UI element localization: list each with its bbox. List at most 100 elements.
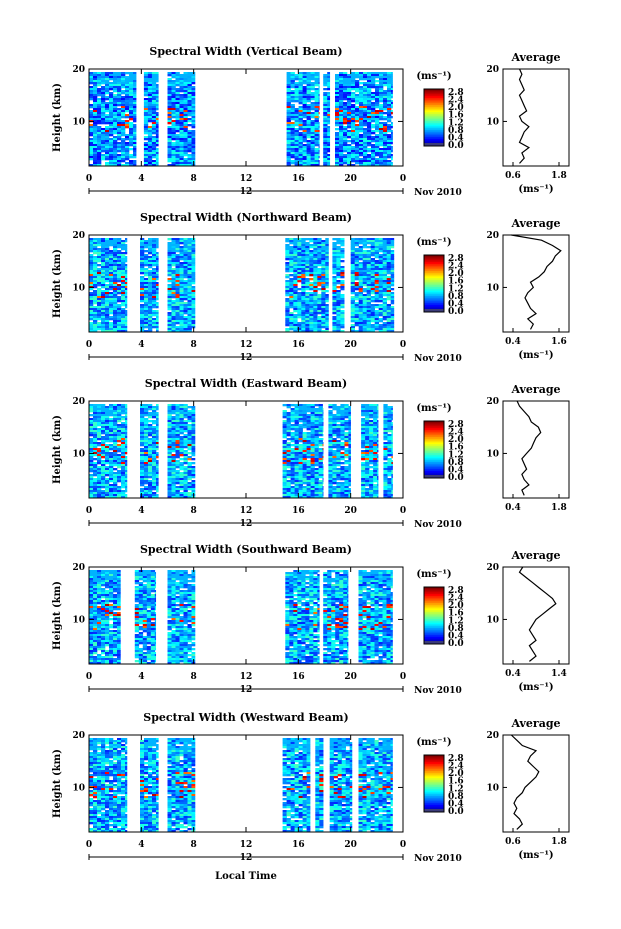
heatmap-cell [121,72,126,75]
heatmap-cell [351,76,356,79]
heatmap-cell [151,100,157,103]
heatmap-cell [289,262,294,265]
heatmap-cell [354,282,359,285]
heatmap-cell [93,450,98,453]
heatmap-cell [391,92,393,95]
heatmap-cell [105,412,110,415]
heatmap-cell [105,312,110,315]
heatmap-cell [285,304,290,307]
heatmap-cell [289,290,294,293]
heatmap-cell [171,270,176,273]
heatmap-cell [290,90,295,93]
heatmap-cell [387,76,392,79]
heatmap-cell [105,482,110,485]
heatmap-cell [351,82,356,85]
heatmap-cell [294,108,299,111]
heatmap-cell [343,132,348,135]
heatmap-cell [383,96,388,99]
heatmap-cell [143,98,149,101]
heatmap-cell [323,122,328,125]
heatmap-cell [171,250,176,253]
colorbar-segment [424,117,444,120]
heatmap-cell [306,80,311,83]
heatmap-cell [148,242,153,245]
heatmap-cell [343,116,348,119]
heatmap-cell [89,156,94,159]
heatmap-cell [285,270,290,273]
heatmap-cell [125,106,130,109]
heatmap-cell [390,276,395,279]
heatmap-cell [117,322,122,325]
heatmap-cell [101,300,106,303]
heatmap-cell [332,258,337,261]
heatmap-cell [366,264,371,267]
heatmap-cell [148,320,153,323]
heatmap-cell [125,274,128,277]
heatmap-cell [379,150,384,153]
heatmap-cell [175,88,180,91]
heatmap-cell [289,278,294,281]
heatmap-cell [358,312,363,315]
heatmap-cell [358,240,363,243]
heatmap-cell [151,82,157,85]
heatmap-cell [113,74,118,77]
heatmap-cell [109,326,114,329]
heatmap-cell [109,486,114,489]
heatmap-cell [117,108,122,111]
heatmap-cell [366,260,371,263]
heatmap-cell [152,280,157,283]
average-frame [502,68,570,167]
heatmap-cell [167,298,172,301]
heatmap-cell [179,110,184,113]
heatmap-cell [386,278,391,281]
heatmap-cell [187,82,192,85]
heatmap-cell [343,110,348,113]
heatmap-cell [167,72,172,75]
heatmap-cell [117,426,122,429]
heatmap-cell [117,272,122,275]
heatmap-cell [191,78,196,81]
heatmap-cell [179,112,184,115]
heatmap-cell [148,430,153,433]
heatmap-cell [152,288,157,291]
heatmap-cell [317,254,322,257]
heatmap-cell [317,312,322,315]
heatmap-cell [117,458,122,461]
heatmap-cell [151,102,157,105]
heatmap-cell [121,240,126,243]
colorbar-tick-label: 2.0 [448,269,464,279]
heatmap-cell [156,296,159,299]
heatmap-cell [129,104,134,107]
heatmap-cell [293,274,298,277]
heatmap-cell [101,328,106,331]
heatmap-cell [305,304,310,307]
heatmap-cell [387,94,392,97]
heatmap-cell [187,304,192,307]
heatmap-cell [367,164,372,167]
heatmap-cell [332,248,337,251]
heatmap-cell [286,124,291,127]
heatmap-cell [175,122,180,125]
heatmap-cell [309,298,314,301]
heatmap-cell [354,276,359,279]
heatmap-cell [366,312,371,315]
heatmap-cell [327,146,331,149]
heatmap-cell [187,310,192,313]
heatmap-cell [294,98,299,101]
heatmap-cell [156,470,159,473]
heatmap-cell [121,130,126,133]
heatmap-cell [343,106,348,109]
heatmap-cell [113,162,118,165]
heatmap-cell [147,80,153,83]
heatmap-cell [101,298,106,301]
heatmap-cell [117,250,122,253]
heatmap-cell [171,262,176,265]
heatmap-cell [351,92,356,95]
heatmap-cell [171,300,176,303]
heatmap-cell [101,82,106,85]
heatmap-cell [321,268,326,271]
heatmap-cell [97,472,102,475]
heatmap-cell [358,246,363,249]
heatmap-cell [121,492,126,495]
heatmap-cell [294,134,299,137]
